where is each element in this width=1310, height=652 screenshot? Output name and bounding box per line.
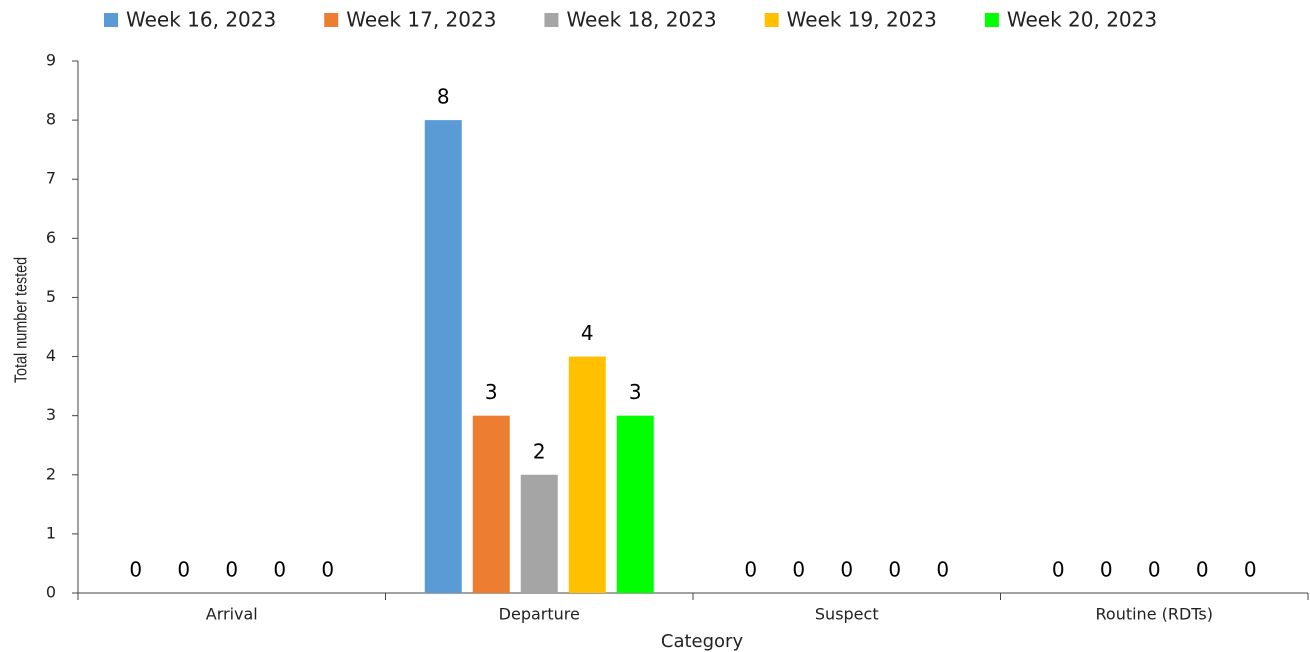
data-label: 0 bbox=[792, 558, 805, 582]
y-tick-label: 1 bbox=[46, 523, 56, 542]
data-label: 0 bbox=[1100, 558, 1113, 582]
legend-label: Week 19, 2023 bbox=[787, 8, 937, 32]
data-label: 3 bbox=[629, 380, 642, 404]
legend-swatch bbox=[984, 13, 999, 27]
legend-label: Week 17, 2023 bbox=[346, 8, 496, 32]
data-label: 0 bbox=[129, 558, 142, 582]
y-tick-label: 2 bbox=[46, 464, 56, 483]
data-label: 0 bbox=[1148, 558, 1161, 582]
data-label: 0 bbox=[840, 558, 853, 582]
bar bbox=[424, 120, 462, 593]
y-tick-label: 5 bbox=[46, 287, 56, 306]
y-tick-label: 9 bbox=[46, 51, 56, 70]
legend-label: Week 16, 2023 bbox=[126, 8, 276, 32]
data-label: 4 bbox=[581, 321, 594, 345]
data-label: 8 bbox=[437, 85, 450, 109]
x-tick-label: Routine (RDTs) bbox=[1096, 605, 1214, 624]
data-label: 0 bbox=[1244, 558, 1257, 582]
data-label: 0 bbox=[1196, 558, 1209, 582]
y-tick-label: 8 bbox=[46, 110, 56, 129]
bar bbox=[472, 415, 510, 593]
legend-swatch bbox=[544, 13, 559, 27]
legend-label: Week 18, 2023 bbox=[566, 8, 716, 32]
x-axis-title: Category bbox=[661, 631, 744, 652]
y-axis-title: Total number tested bbox=[11, 257, 31, 383]
data-label: 0 bbox=[744, 558, 757, 582]
data-label: 0 bbox=[936, 558, 949, 582]
x-tick-label: Suspect bbox=[815, 605, 879, 624]
y-tick-label: 3 bbox=[46, 405, 56, 424]
legend-swatch bbox=[104, 13, 118, 27]
data-label: 0 bbox=[1052, 558, 1065, 582]
y-tick-label: 4 bbox=[46, 346, 56, 365]
data-label: 0 bbox=[273, 558, 286, 582]
legend-label: Week 20, 2023 bbox=[1007, 8, 1157, 32]
data-label: 0 bbox=[321, 558, 334, 582]
data-label: 3 bbox=[485, 380, 498, 404]
legend-swatch bbox=[324, 13, 339, 27]
data-label: 0 bbox=[177, 558, 190, 582]
y-tick-label: 6 bbox=[46, 228, 56, 247]
x-tick-label: Arrival bbox=[206, 605, 258, 624]
y-tick-label: 0 bbox=[46, 583, 56, 602]
data-label: 0 bbox=[225, 558, 238, 582]
bar bbox=[568, 356, 606, 593]
data-label: 2 bbox=[533, 439, 546, 463]
legend-swatch bbox=[764, 13, 779, 27]
x-tick-label: Departure bbox=[499, 605, 580, 624]
data-label: 0 bbox=[888, 558, 901, 582]
y-tick-label: 7 bbox=[46, 169, 56, 188]
bar bbox=[616, 415, 654, 593]
bar bbox=[520, 474, 558, 593]
